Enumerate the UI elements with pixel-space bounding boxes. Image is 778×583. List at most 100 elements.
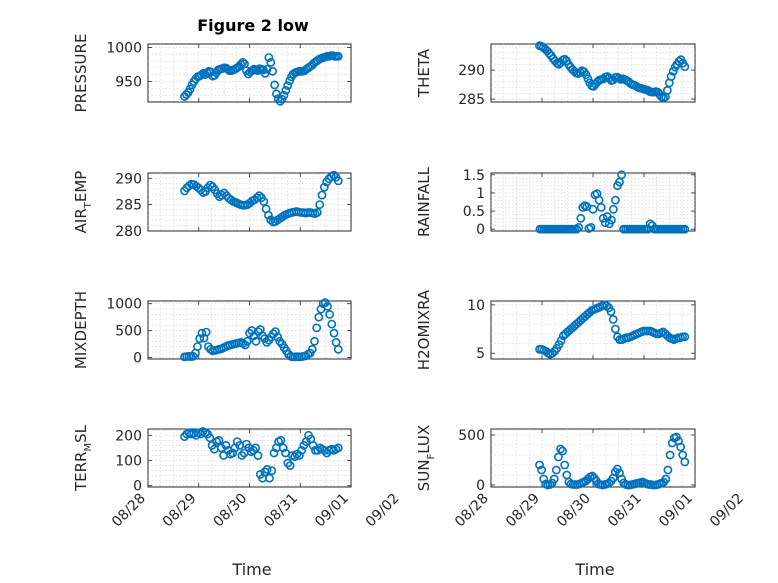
data-point (315, 200, 325, 209)
data-point (237, 451, 247, 460)
x-tick-label: 08/29 (503, 491, 543, 531)
data-point (251, 336, 261, 346)
data-point (283, 81, 293, 90)
data-point (310, 336, 319, 346)
data-point (676, 442, 685, 452)
data-point (221, 440, 231, 450)
data-point (195, 334, 205, 343)
y-axis-label: MIXDEPTH (72, 291, 90, 369)
subplot-3: 280 285 290 AIRTEMP (72, 170, 352, 240)
y-tick-label: 1000 (106, 40, 142, 56)
data-point (611, 324, 620, 334)
x-tick-label: 08/31 (605, 491, 645, 531)
data-point (663, 465, 673, 475)
data-point (264, 53, 274, 62)
y-tick-label: 1000 (106, 297, 142, 313)
data-point (576, 213, 586, 223)
y-axis-label: TERRMSL (72, 424, 94, 492)
data-point (191, 430, 201, 440)
subplot-2: 285 290 THETA (415, 41, 696, 108)
data-point (271, 327, 280, 336)
x-tick-label: 09/01 (656, 491, 696, 531)
data-point (262, 64, 272, 74)
data-point (312, 208, 322, 217)
data-point (606, 307, 616, 316)
y-axis-label: THETA (415, 48, 433, 98)
data-point (558, 446, 567, 456)
data-point (214, 435, 224, 445)
data-point (329, 170, 339, 180)
y-tick-label: 1.5 (463, 168, 485, 184)
x-tick-label: 08/30 (554, 491, 594, 531)
y-axis-label: H2OMIXRA (415, 289, 433, 370)
data-point (583, 74, 593, 84)
data-point (201, 327, 211, 337)
data-point (228, 448, 238, 458)
data-point (266, 58, 276, 67)
y-tick-label: 285 (115, 198, 142, 214)
subplot-5: 0 500 1000 MIXDEPTH (72, 291, 352, 369)
data-point (665, 450, 675, 460)
data-point (251, 443, 261, 453)
data-point (666, 72, 676, 81)
data-point (587, 471, 597, 481)
data-point (602, 301, 612, 311)
data-point (549, 474, 559, 484)
data-point (645, 219, 655, 229)
data-point (197, 328, 207, 338)
y-tick-label: 1 (476, 186, 485, 202)
data-point (680, 224, 690, 234)
data-point (535, 460, 544, 470)
data-point (278, 443, 288, 453)
data-point (537, 465, 546, 475)
data-point (270, 80, 279, 90)
data-point (285, 461, 295, 470)
data-point (238, 58, 248, 67)
data-point (262, 337, 272, 347)
y-tick-label: 500 (115, 324, 142, 340)
data-point (680, 62, 690, 71)
data-point (259, 197, 269, 206)
y-tick-label: 0.5 (463, 204, 485, 220)
data-point (548, 348, 557, 358)
data-point (327, 319, 337, 329)
data-point (596, 202, 606, 212)
data-point (279, 90, 289, 100)
y-tick-label: 100 (115, 454, 142, 470)
y-tick-label: 290 (458, 63, 485, 79)
data-point (609, 204, 618, 214)
data-point (325, 309, 334, 319)
y-tick-label: 290 (115, 171, 142, 187)
data-point (539, 474, 549, 484)
data-point (317, 190, 327, 200)
y-tick-label: 0 (133, 479, 142, 495)
data-point (276, 435, 286, 445)
subplot-8: 0 500 08/28 08/29 08/30 08/31 09/01 09/02 SUNFLU… (415, 425, 747, 531)
x-tick-label: 08/29 (160, 491, 200, 531)
x-tick-label: 09/02 (363, 491, 403, 531)
data-point (281, 86, 291, 95)
data-point (604, 478, 614, 488)
y-tick-label: 285 (458, 92, 485, 108)
data-point (578, 202, 588, 212)
data-point (263, 210, 273, 220)
x-axis-label-right: Time (574, 560, 614, 579)
subplot-7: 0 100 200 08/28 08/29 08/30 08/31 09/01 09/02 TER… (72, 424, 403, 530)
data-point (333, 176, 343, 186)
data-point (680, 457, 690, 467)
data-point (560, 460, 570, 470)
data-point (262, 464, 272, 474)
data-point (267, 466, 277, 475)
data-point (661, 474, 671, 484)
data-point (556, 336, 566, 345)
data-point (586, 222, 596, 232)
y-tick-label: 0 (476, 478, 485, 494)
data-point (268, 66, 278, 76)
data-point (273, 332, 283, 342)
y-tick-label: 500 (458, 428, 485, 444)
data-point (297, 445, 306, 455)
data-point (333, 344, 343, 354)
figure-title: Figure 2 low (197, 16, 309, 35)
x-axis-label-left: Time (231, 560, 271, 579)
